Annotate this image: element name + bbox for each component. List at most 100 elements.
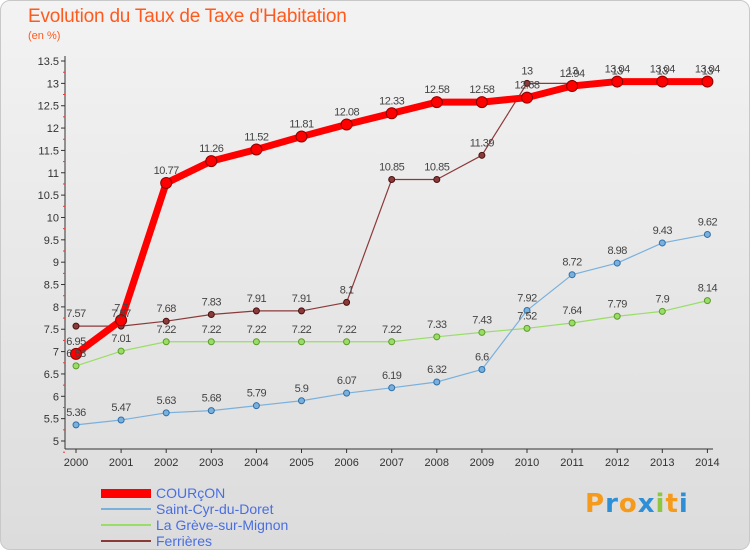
data-point [162,317,170,325]
data-point [568,319,576,327]
data-point [72,421,80,429]
x-tick-label: 2007 [379,457,403,469]
data-point [207,310,215,318]
data-point [478,365,486,373]
y-tick-label: 11.5 [38,145,59,157]
y-tick-label: 11 [48,168,59,180]
logo-letter: i [655,489,666,519]
logo-letter: P [585,489,606,519]
data-point [523,79,531,87]
data-label: 13.04 [605,64,630,76]
data-point [523,306,531,314]
data-label: 7.22 [337,324,357,336]
data-point [72,322,80,330]
data-point [521,91,533,104]
data-label: 7.57 [111,308,131,320]
data-label: 7.91 [292,293,312,305]
y-tick-label: 12 [47,123,59,135]
y-tick-label: 8 [53,302,59,314]
data-label: 5.47 [111,402,131,414]
data-point [162,409,170,417]
x-tick-label: 2004 [244,457,268,469]
y-tick-label: 7.5 [44,324,59,336]
data-point [388,384,396,392]
data-label: 11.39 [470,137,495,149]
data-label: 13 [521,65,533,77]
data-point [701,75,714,88]
x-tick-label: 2005 [289,457,313,469]
logo-letter: i [678,489,689,519]
data-label: 7.22 [202,324,222,336]
legend-item: Ferrières [101,533,288,549]
data-label: 10.77 [154,165,179,177]
data-point [117,416,125,424]
data-label: 8.72 [562,257,582,269]
data-label: 12.33 [379,95,404,107]
y-tick-label: 10.5 [38,190,59,202]
x-tick-label: 2010 [515,457,539,469]
data-label: 7.22 [382,324,402,336]
legend-label: Saint-Cyr-du-Doret [156,501,274,517]
data-point [298,307,305,315]
data-point [205,155,218,168]
x-tick-label: 2012 [605,457,629,469]
data-point [343,298,351,306]
data-point [566,80,579,93]
data-label: 10.85 [424,161,449,173]
data-label: 7.83 [202,296,222,308]
data-point [252,338,260,346]
legend-swatch [101,540,151,542]
data-label: 7.22 [247,324,267,336]
x-tick-label: 2003 [199,457,223,469]
data-label: 13 [702,65,714,77]
data-point [298,397,305,405]
data-label: 8.98 [607,245,627,257]
data-point [430,96,443,109]
data-label: 6.95 [66,336,86,348]
data-label: 6.07 [337,375,357,387]
x-tick-label: 2002 [154,457,178,469]
data-point [115,314,128,327]
data-label: 5.36 [66,407,86,419]
x-tick-label: 2006 [334,457,358,469]
data-label: 7.22 [292,324,312,336]
y-tick-label: 13.5 [38,56,59,68]
y-tick-label: 13 [47,78,59,90]
data-label: 11.26 [199,143,224,155]
data-label: 7.79 [607,298,627,310]
data-point [656,75,669,88]
y-tick-label: 10 [47,212,59,224]
data-point [388,338,396,346]
data-point [658,239,666,247]
data-point [388,175,396,183]
data-label: 6.68 [66,348,86,360]
data-label: 7.9 [655,293,669,305]
data-point [703,297,711,305]
y-tick-label: 12.5 [38,101,59,113]
data-point [70,347,82,360]
data-label: 13 [657,65,669,77]
data-point [162,338,170,346]
data-point [523,324,531,332]
data-point [298,338,305,346]
data-label: 7.91 [247,293,267,305]
data-label: 6.6 [475,351,489,363]
data-point [475,96,488,109]
data-point [385,107,398,120]
data-label: 7.43 [472,314,492,326]
legend-item: COURçON [101,485,288,501]
y-tick-label: 5 [53,436,59,448]
logo-letter: r [605,489,619,519]
x-tick-label: 2008 [425,457,449,469]
data-label: 7.68 [156,303,176,315]
data-point [613,312,621,320]
data-label: 7.01 [111,333,131,345]
data-label: 13 [566,65,578,77]
data-label: 12.08 [334,106,359,118]
data-label: 7.57 [66,308,86,320]
data-point [250,143,263,156]
data-label: 7.22 [156,324,176,336]
data-point [703,230,711,238]
